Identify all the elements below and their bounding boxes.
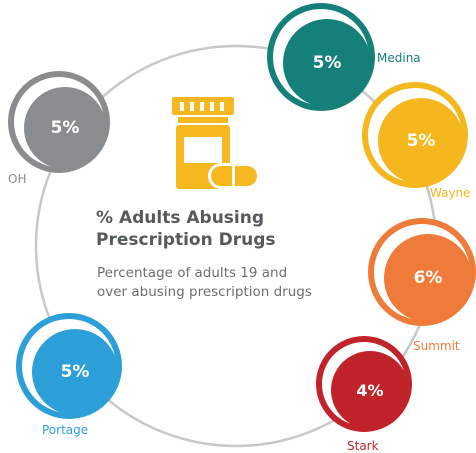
region-label-summit: Summit	[413, 339, 460, 353]
title-line-1: % Adults Abusing	[96, 208, 265, 228]
region-label-medina: Medina	[377, 51, 421, 65]
subtitle-line-1: Percentage of adults 19 and	[97, 265, 288, 281]
region-bubble-stark: 4%	[316, 336, 412, 432]
region-value-portage: 5%	[32, 329, 118, 415]
region-bubble-portage: 5%	[16, 313, 122, 419]
region-bubble-summit: 6%	[368, 218, 476, 326]
title-line-2: Prescription Drugs	[96, 230, 276, 250]
region-label-stark: Stark	[347, 439, 379, 453]
region-value-stark: 4%	[331, 351, 409, 429]
region-bubble-oh: 5%	[8, 71, 110, 173]
pill-bottle-icon	[172, 97, 260, 189]
region-value-wayne: 5%	[378, 98, 464, 184]
region-value-oh: 5%	[24, 87, 106, 169]
infographic-title: % Adults Abusing Prescription Drugs	[96, 207, 356, 251]
region-bubble-wayne: 5%	[362, 82, 468, 188]
region-value-medina: 5%	[283, 19, 371, 107]
region-label-portage: Portage	[42, 423, 89, 437]
region-label-oh: OH	[8, 172, 27, 186]
subtitle-line-2: over abusing prescription drugs	[97, 284, 312, 300]
region-bubble-medina: 5%	[267, 3, 375, 111]
region-value-summit: 6%	[384, 234, 472, 322]
infographic-subtitle: Percentage of adults 19 and over abusing…	[97, 264, 367, 302]
region-label-wayne: Wayne	[430, 186, 471, 200]
